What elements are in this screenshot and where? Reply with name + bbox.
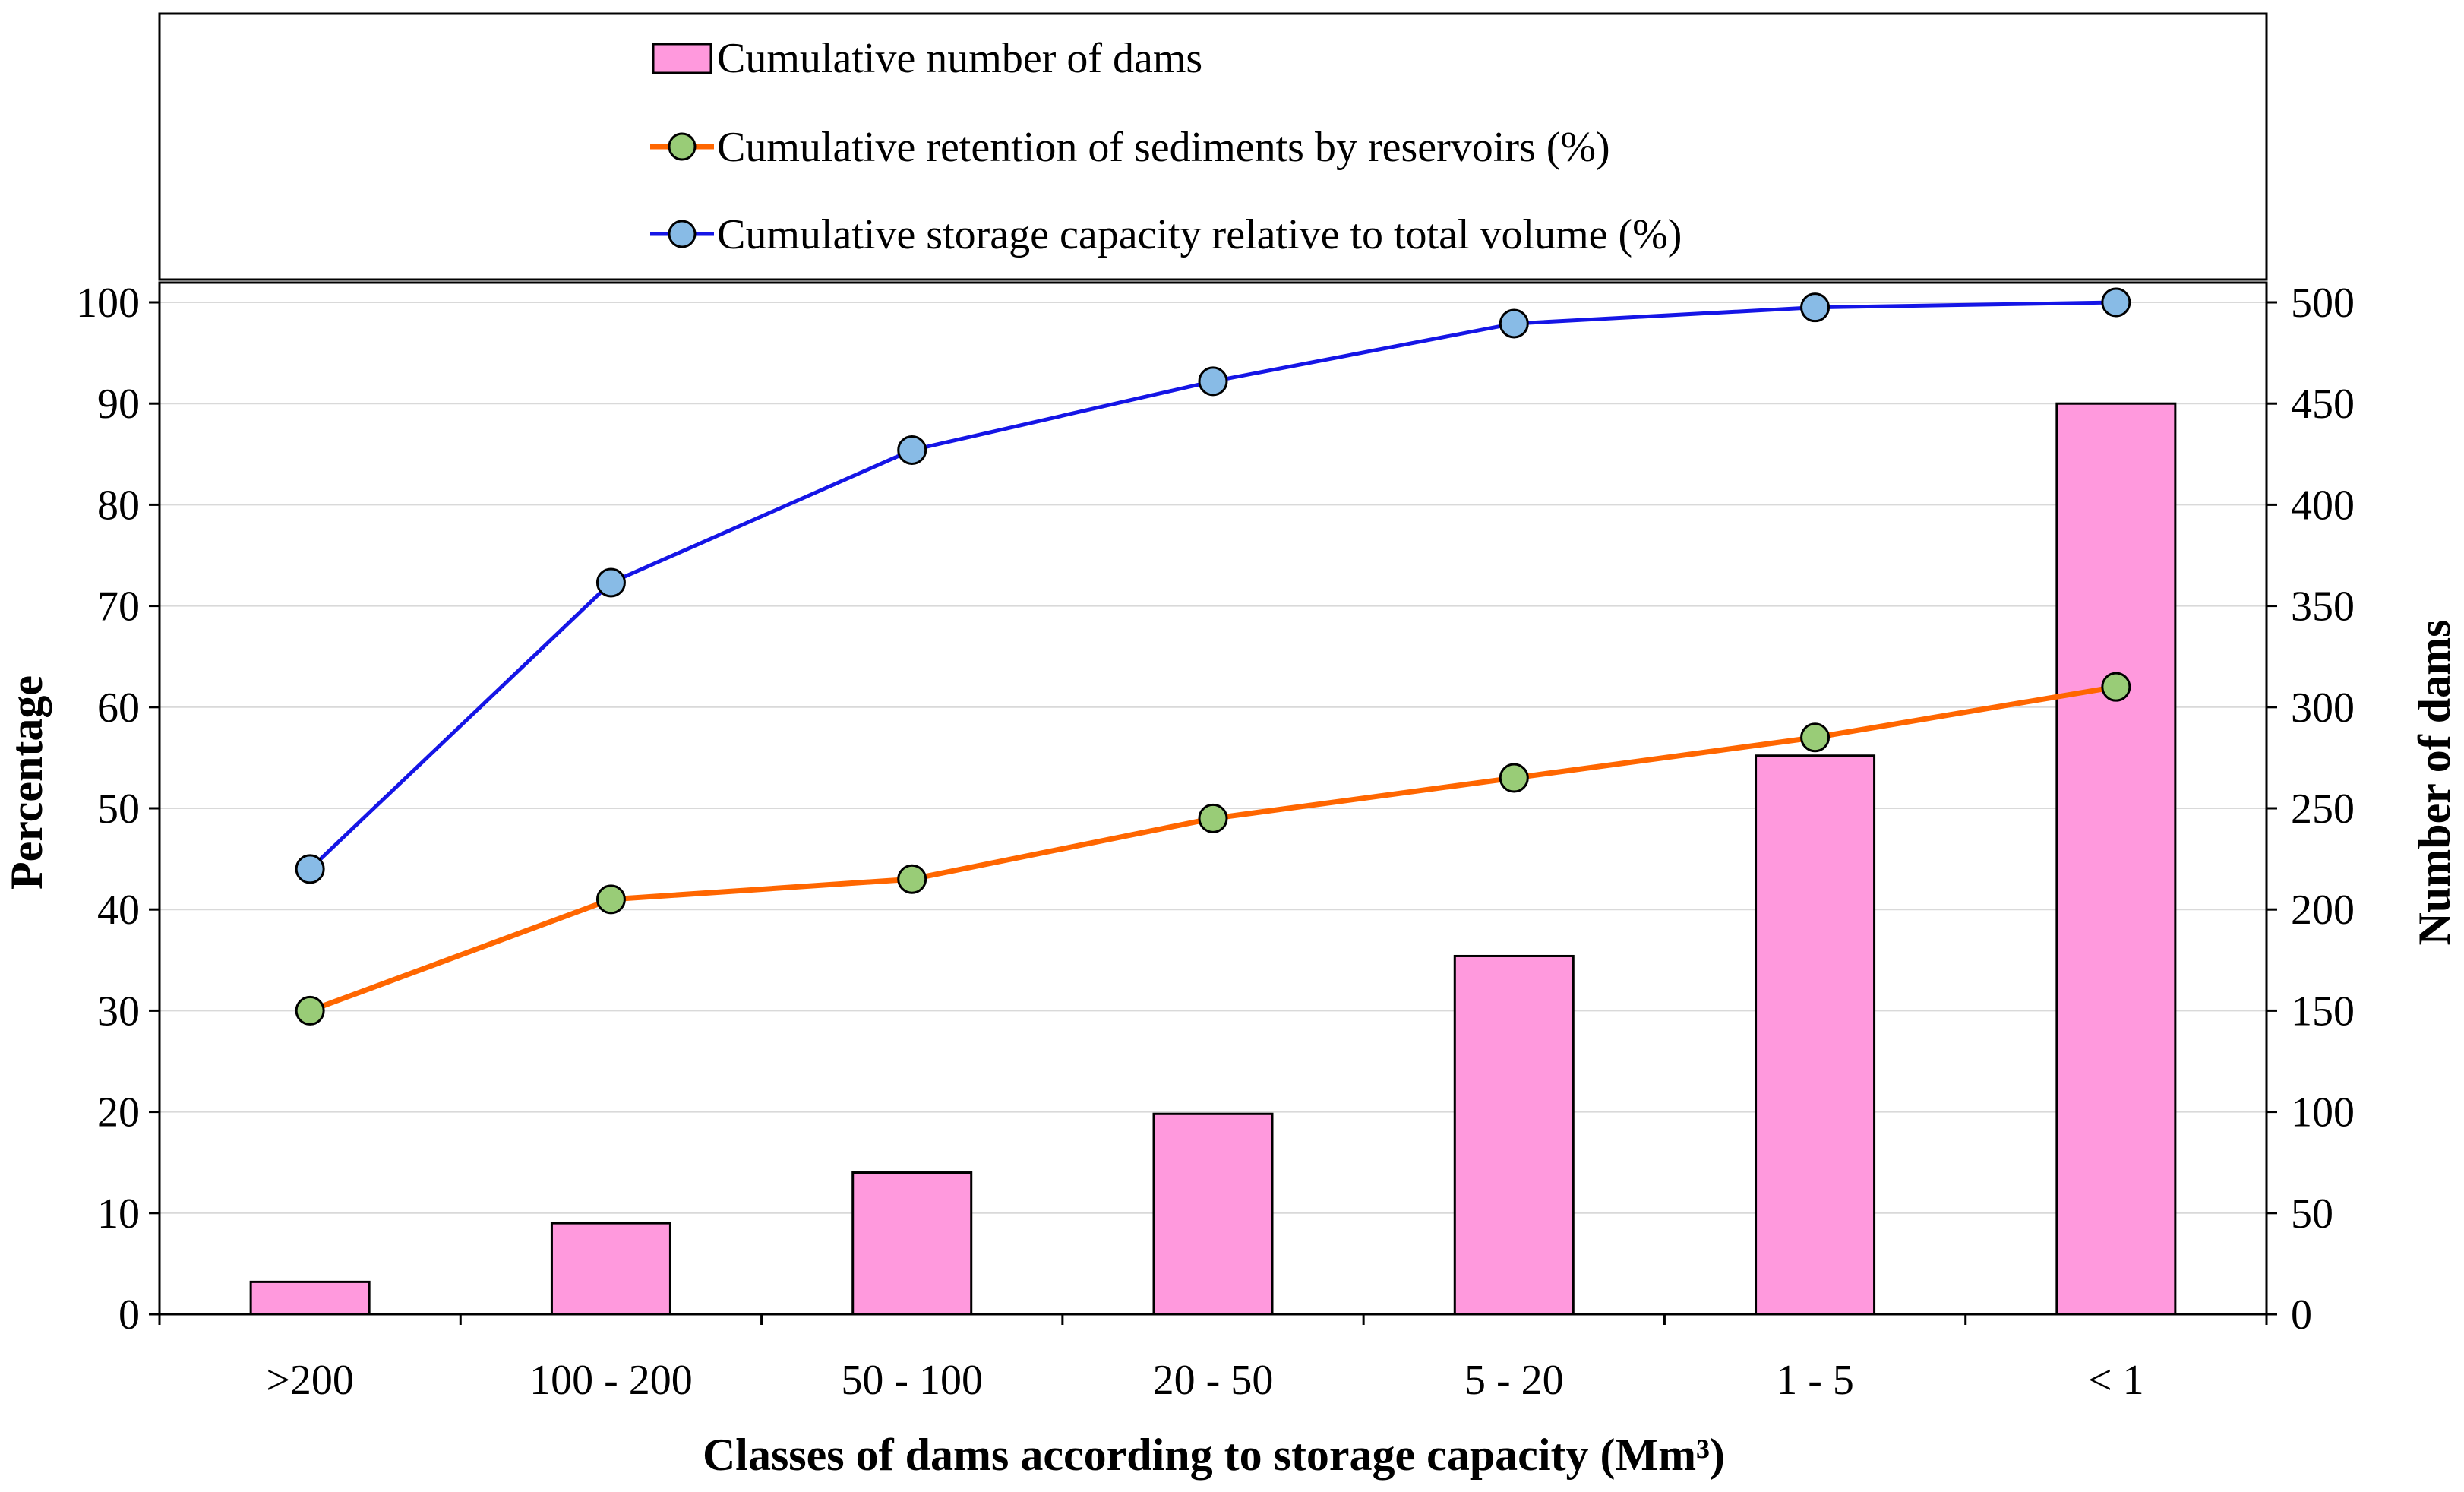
y-right-tick-label: 300 bbox=[2291, 684, 2355, 732]
y-left-tick-label: 90 bbox=[97, 381, 140, 428]
legend-marker-retention bbox=[668, 132, 697, 161]
y-left-tick-label: 100 bbox=[76, 280, 140, 327]
series-markers bbox=[295, 287, 2131, 1026]
storage-point bbox=[897, 435, 927, 465]
storage-point bbox=[1499, 308, 1529, 339]
y-right-tick-label: 150 bbox=[2291, 988, 2355, 1035]
x-tick-label: 1 - 5 bbox=[1776, 1357, 1854, 1404]
y-left-tick-label: 0 bbox=[118, 1291, 140, 1339]
x-tick-label: < 1 bbox=[2088, 1357, 2144, 1404]
retention-point bbox=[295, 995, 325, 1026]
y-right-tick-label: 400 bbox=[2291, 482, 2355, 529]
legend-item-bars: Cumulative number of dams bbox=[652, 35, 1202, 82]
legend-label-bars: Cumulative number of dams bbox=[717, 35, 1202, 82]
y-right-tick-label: 350 bbox=[2291, 583, 2355, 631]
x-tick-label: 50 - 100 bbox=[841, 1357, 983, 1404]
bar bbox=[1755, 754, 1876, 1316]
y-left-tick-label: 40 bbox=[97, 887, 140, 934]
x-axis-title: Classes of dams according to storage cap… bbox=[703, 1430, 1725, 1480]
y-left-tick-label: 80 bbox=[97, 482, 140, 529]
legend-label-storage: Cumulative storage capacity relative to … bbox=[717, 211, 1682, 258]
x-tick-label: >200 bbox=[266, 1357, 354, 1404]
bar bbox=[249, 1280, 371, 1316]
y-left-tick-label: 10 bbox=[97, 1190, 140, 1238]
storage-point bbox=[295, 854, 325, 884]
bar bbox=[2055, 402, 2177, 1316]
retention-point bbox=[1198, 803, 1228, 833]
retention-point bbox=[1499, 763, 1529, 793]
x-tick-label: 100 - 200 bbox=[529, 1357, 693, 1404]
storage-point bbox=[595, 567, 626, 598]
storage-point bbox=[1198, 366, 1228, 397]
y-right-tick-label: 200 bbox=[2291, 887, 2355, 934]
y-right-tick-label: 50 bbox=[2291, 1190, 2333, 1238]
bar bbox=[550, 1222, 671, 1316]
x-tick-label: 5 - 20 bbox=[1464, 1357, 1564, 1404]
retention-point bbox=[595, 884, 626, 915]
gridlines bbox=[160, 302, 2267, 1214]
y-axis-left-title: Percentage bbox=[2, 675, 52, 890]
retention-point bbox=[897, 864, 927, 894]
y-right-tick-label: 0 bbox=[2291, 1291, 2312, 1339]
x-tick-label: 20 - 50 bbox=[1153, 1357, 1274, 1404]
y-right-tick-label: 500 bbox=[2291, 280, 2355, 327]
legend-item-retention: Cumulative retention of sediments by res… bbox=[650, 124, 1610, 171]
legend-item-storage: Cumulative storage capacity relative to … bbox=[650, 211, 1682, 258]
retention-point bbox=[1800, 722, 1831, 753]
plot-frame bbox=[158, 281, 2268, 1316]
legend-swatch-bars bbox=[652, 43, 712, 74]
bar bbox=[1152, 1112, 1274, 1316]
legend-marker-storage bbox=[668, 220, 697, 248]
retention-point bbox=[2101, 672, 2131, 702]
y-left-tick-label: 30 bbox=[97, 988, 140, 1035]
y-left-tick-label: 70 bbox=[97, 583, 140, 631]
axes: 0 10 20 30 40 50 60 70 80 90 100 0 50 100 150 200 250 300… bbox=[76, 280, 2355, 1404]
y-left-tick-label: 20 bbox=[97, 1089, 140, 1136]
bar bbox=[851, 1171, 973, 1316]
storage-point bbox=[1800, 292, 1831, 323]
y-right-tick-label: 450 bbox=[2291, 381, 2355, 428]
y-axis-right-title: Number of dams bbox=[2409, 620, 2459, 946]
legend: Cumulative number of dams Cumulative ret… bbox=[158, 12, 2268, 281]
y-right-tick-label: 250 bbox=[2291, 786, 2355, 833]
legend-frame bbox=[158, 12, 2268, 281]
bars bbox=[249, 402, 2177, 1316]
storage-point bbox=[2101, 287, 2131, 318]
legend-label-retention: Cumulative retention of sediments by res… bbox=[717, 124, 1610, 171]
y-left-tick-label: 60 bbox=[97, 684, 140, 732]
y-right-tick-label: 100 bbox=[2291, 1089, 2355, 1136]
bar bbox=[1453, 954, 1575, 1316]
y-left-tick-label: 50 bbox=[97, 786, 140, 833]
